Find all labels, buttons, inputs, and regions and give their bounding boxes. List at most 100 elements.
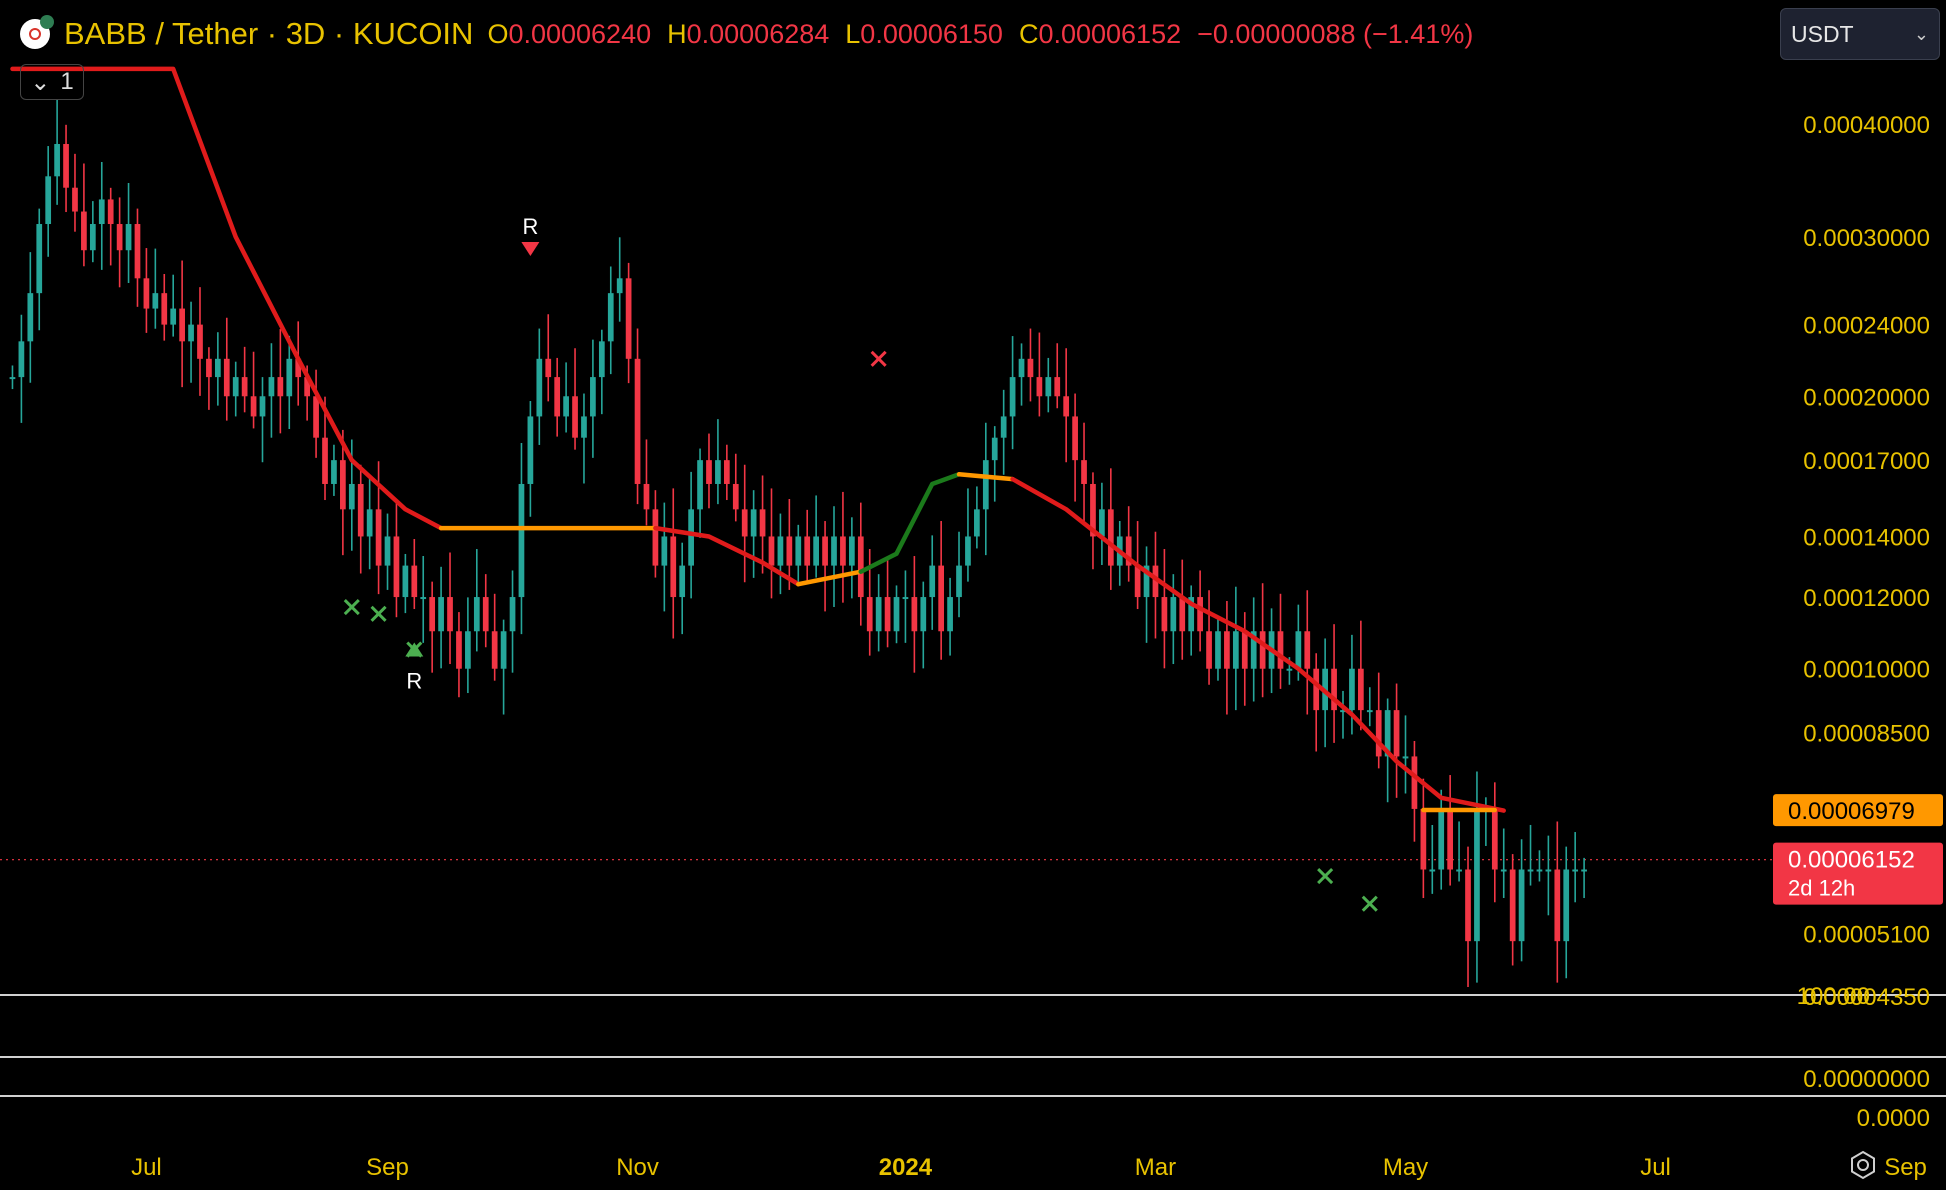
candle-body [1527, 869, 1534, 872]
candle-body [402, 565, 409, 598]
candle-body [715, 460, 721, 484]
cross-marker [1317, 868, 1334, 885]
candle-body [161, 293, 168, 325]
candle-body [1340, 710, 1346, 713]
currency-value: USDT [1791, 20, 1854, 47]
close-label: C [1018, 18, 1039, 49]
candle-body [393, 536, 400, 598]
candle-body [625, 278, 632, 359]
symbol-title[interactable]: BABB / Tether · 3D · KUCOIN [64, 16, 474, 51]
candle-body [1500, 869, 1507, 872]
candle-body [188, 324, 194, 342]
candle-body [223, 358, 230, 397]
candle-body [1429, 869, 1436, 872]
candle-body [98, 199, 105, 225]
candle-body [322, 437, 328, 484]
candle-body [1331, 668, 1337, 711]
candle-body [956, 565, 962, 598]
candle-body [313, 396, 319, 438]
candle-body [1536, 869, 1543, 872]
candle-body [206, 358, 212, 378]
candle-body [214, 358, 221, 378]
low-value: 0.00006150 [860, 18, 1003, 49]
candle-body [295, 358, 302, 378]
ohlc-readout: O0.00006240 H0.00006284 L0.00006150 C0.0… [487, 19, 1473, 50]
candle-body [518, 483, 525, 598]
candle-body [18, 341, 25, 378]
candle-body [929, 565, 936, 598]
candle-body [500, 631, 507, 669]
candle-body [1027, 358, 1034, 378]
candle-body [1277, 631, 1284, 669]
candle-body [1420, 808, 1427, 870]
candle-body [1581, 869, 1587, 872]
candle-body [679, 565, 686, 598]
low-label: L [845, 18, 861, 49]
candle-body [947, 597, 953, 632]
candle-body [893, 597, 900, 632]
pane-value-label: 0.0000 [1857, 1105, 1930, 1132]
candle-body [1447, 808, 1454, 870]
candle-body [991, 437, 998, 461]
candle-body [911, 597, 918, 632]
candle-body [1161, 597, 1168, 632]
x-tick-label: 2024 [879, 1154, 933, 1181]
x-tick-label: Jul [131, 1154, 162, 1181]
candle-body [411, 565, 418, 598]
candle-body [634, 358, 641, 484]
candle-body [938, 565, 945, 632]
candle-body [197, 324, 203, 359]
candle-body [804, 536, 811, 566]
y-tick-label: 0.00012000 [1803, 585, 1930, 612]
candle-body [375, 509, 382, 566]
candle-body [902, 597, 909, 600]
candle-body [974, 509, 980, 537]
candle-body [1572, 869, 1579, 872]
candle-body [107, 199, 114, 225]
candle-body [447, 597, 453, 632]
candle-body [54, 143, 60, 177]
candle-body [1509, 869, 1516, 942]
candle-body [1375, 710, 1382, 757]
chevron-down-icon: ⌄ [30, 68, 51, 96]
trail-line-segment-0 [10, 66, 444, 531]
candle-body [1134, 565, 1141, 598]
candle-body [741, 509, 748, 537]
x-tick-label: Jul [1640, 1154, 1671, 1181]
candle-body [768, 536, 775, 566]
candle-body [304, 377, 311, 397]
candle-body [777, 536, 784, 566]
candle-body [732, 483, 739, 510]
y-tick-label: 0.00005100 [1803, 921, 1930, 948]
cross-marker [870, 350, 887, 367]
candle-body [1188, 597, 1195, 632]
pane-value-label: 100.00 [1797, 983, 1870, 1010]
y-tick-label: 0.00014000 [1803, 524, 1930, 551]
candle-body [1232, 631, 1239, 669]
signal-label: R [522, 214, 538, 239]
candle-body [1393, 710, 1400, 757]
candle-body [1438, 808, 1445, 870]
candle-body [429, 597, 436, 632]
cross-marker [1361, 895, 1378, 912]
candle-body [277, 377, 284, 397]
candle-body [72, 187, 78, 212]
x-tick-label: Sep [1884, 1154, 1927, 1181]
y-tick-label: 0.00010000 [1803, 657, 1930, 684]
gear-icon[interactable] [1848, 1150, 1878, 1180]
currency-select[interactable]: USDT ⌄ [1780, 8, 1940, 60]
candle-body [1170, 597, 1177, 632]
candle-body [857, 536, 864, 598]
candle-body [143, 278, 150, 309]
cross-marker [343, 598, 360, 616]
candle-body [384, 536, 391, 566]
candle-body [125, 224, 132, 251]
indicators-toggle-button[interactable]: ⌄ 1 [20, 64, 84, 100]
candle-body [1143, 565, 1150, 598]
candle-body [1518, 869, 1525, 942]
x-tick-label: Sep [366, 1154, 409, 1181]
candle-body [1384, 710, 1391, 757]
x-tick-label: May [1383, 1154, 1428, 1181]
candle-body [331, 460, 337, 484]
